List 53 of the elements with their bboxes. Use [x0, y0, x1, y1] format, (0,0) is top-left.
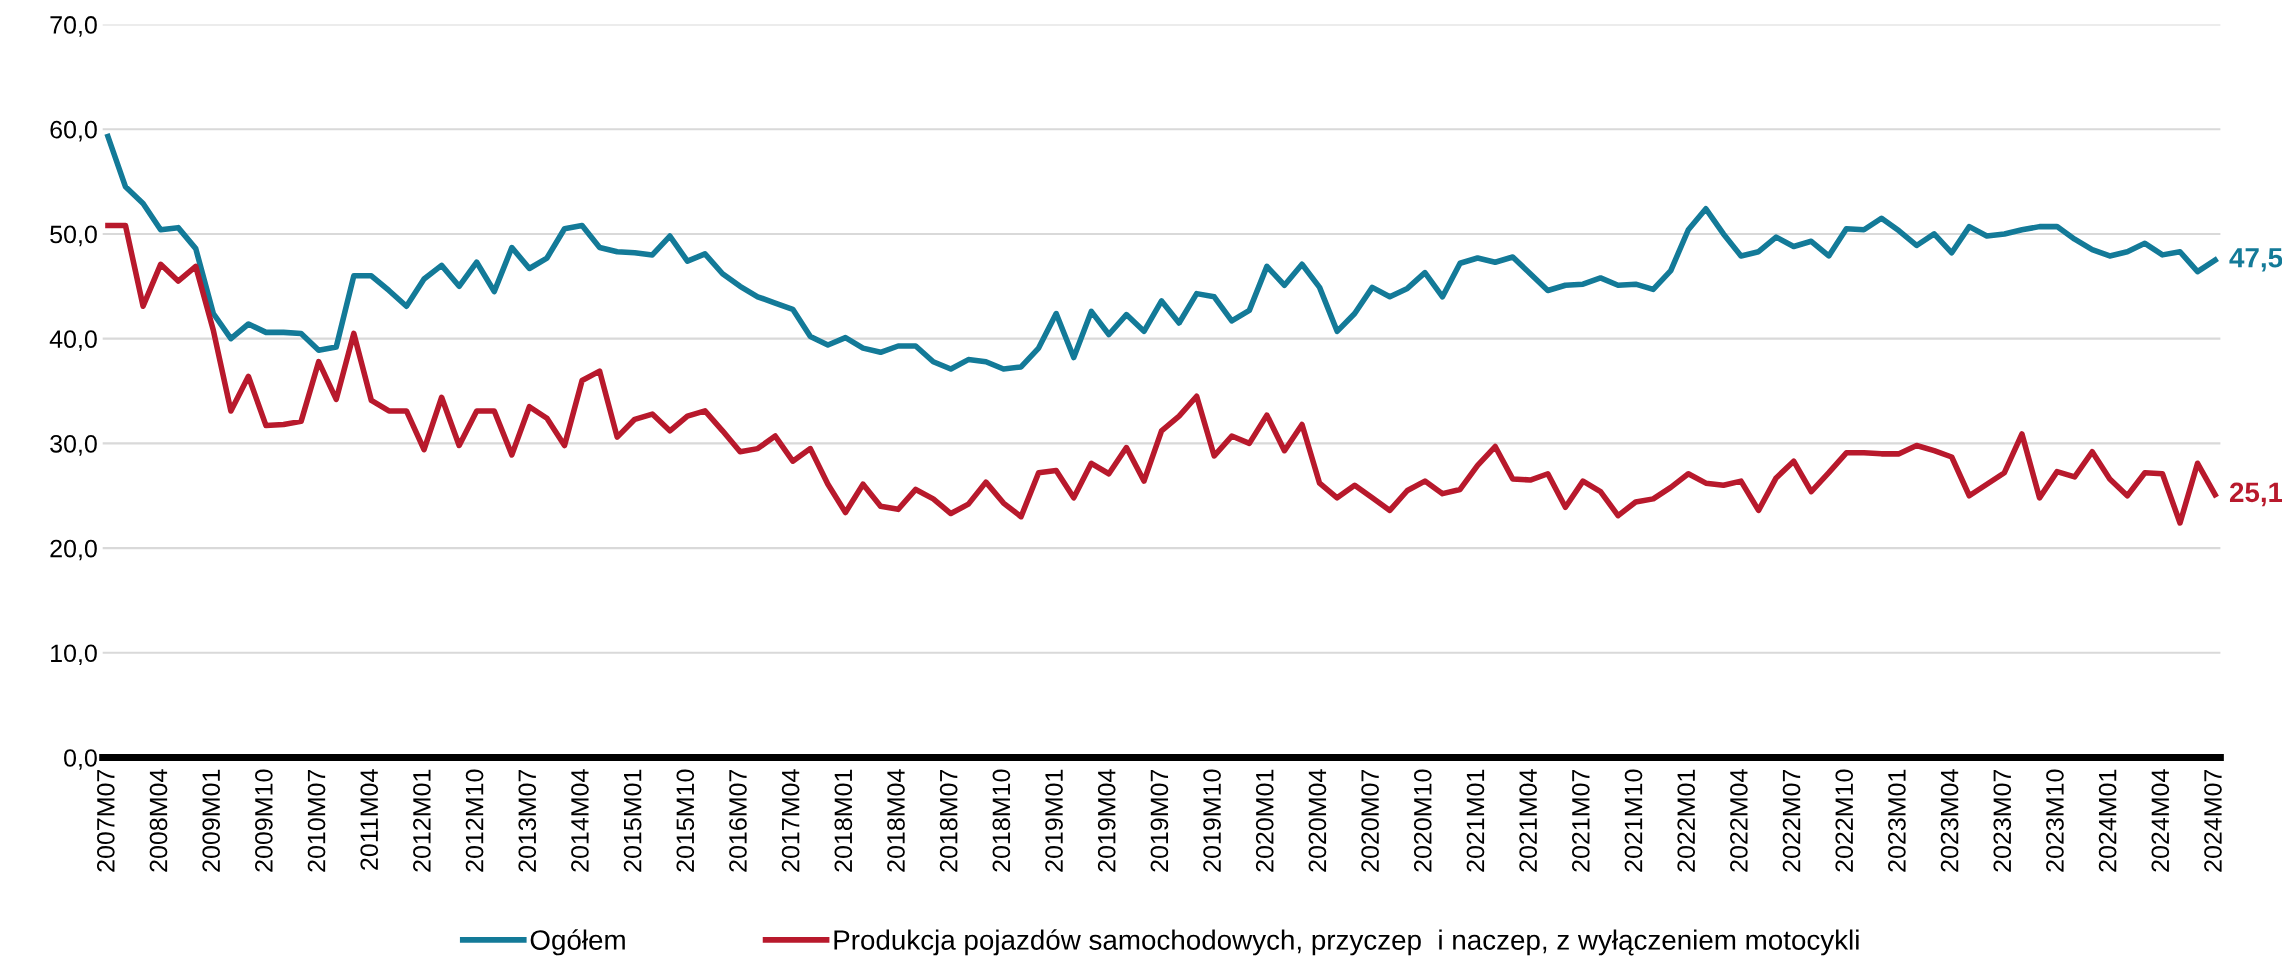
- x-tick-label: 2022M01: [1677, 769, 1696, 872]
- x-tick-label: 2009M01: [202, 769, 221, 872]
- x-tick-label: 2024M01: [2098, 769, 2117, 872]
- x-tick-label: 2018M04: [887, 769, 905, 872]
- x-tick-label: 2022M10: [1835, 769, 1854, 872]
- x-tick-label: 2021M04: [1519, 769, 1537, 872]
- x-tick-label: 2018M10: [992, 769, 1011, 872]
- y-tick-label: 60,0: [50, 120, 97, 142]
- legend-label: Ogółem: [530, 929, 625, 956]
- x-tick-label: 2020M10: [1413, 769, 1432, 872]
- x-tick-label: 2021M10: [1624, 769, 1643, 872]
- x-tick-label: 2013M07: [518, 769, 537, 872]
- y-tick-label: 70,0: [50, 16, 97, 37]
- x-tick-label: 2024M04: [2151, 769, 2170, 872]
- y-tick-label: 40,0: [49, 330, 97, 351]
- x-tick-label: 2014M04: [571, 769, 589, 872]
- x-tick-label: 2012M01: [413, 769, 431, 872]
- x-tick-label: 2021M01: [1466, 769, 1485, 872]
- x-tick-label: 2011M04: [360, 769, 379, 870]
- x-tick-label: 2018M01: [834, 769, 853, 872]
- x-tick-label: 2017M04: [781, 769, 800, 872]
- y-tick-label: 30,0: [50, 434, 97, 456]
- x-tick-label: 2021M07: [1571, 769, 1590, 872]
- legend-label: Produkcja pojazdów samochodowych, przyczep i naczep, z wyłączeniem motocykli: [834, 929, 1859, 956]
- x-tick-label: 2023M10: [2046, 769, 2064, 872]
- x-tick-label: 2012M10: [465, 769, 484, 872]
- x-tick-label: 2009M10: [255, 769, 273, 872]
- x-tick-label: 2015M10: [676, 769, 695, 872]
- x-tick-label: 2023M04: [1940, 769, 1959, 872]
- x-tick-label: 2016M07: [729, 769, 747, 872]
- x-tick-label: 2007M07: [96, 769, 115, 872]
- x-tick-label: 2019M01: [1045, 769, 1063, 872]
- x-tick-label: 2015M01: [623, 769, 642, 872]
- x-tick-label: 2023M01: [1888, 769, 1906, 872]
- x-tick-label: 2008M04: [149, 769, 168, 872]
- y-tick-label: 50,0: [50, 225, 97, 247]
- data-label: 25,1: [2229, 482, 2282, 507]
- x-tick-label: 2019M10: [1203, 769, 1221, 872]
- x-tick-label: 2010M07: [307, 769, 326, 872]
- data-label: 47,5: [2229, 248, 2282, 272]
- y-tick-label: 0,0: [64, 749, 97, 770]
- x-tick-label: 2023M07: [1993, 769, 2012, 872]
- y-tick-label: 20,0: [50, 539, 97, 561]
- x-tick-label: 2022M07: [1782, 769, 1801, 872]
- x-tick-label: 2022M04: [1730, 769, 1748, 872]
- x-tick-label: 2019M07: [1150, 769, 1169, 872]
- x-tick-label: 2020M01: [1255, 769, 1274, 872]
- y-tick-label: 10,0: [51, 644, 97, 666]
- x-tick-label: 2019M04: [1097, 769, 1116, 872]
- x-tick-label: 2024M07: [2204, 769, 2222, 872]
- x-tick-label: 2018M07: [939, 769, 958, 872]
- x-tick-label: 2020M07: [1361, 769, 1379, 872]
- x-tick-label: 2020M04: [1308, 769, 1327, 872]
